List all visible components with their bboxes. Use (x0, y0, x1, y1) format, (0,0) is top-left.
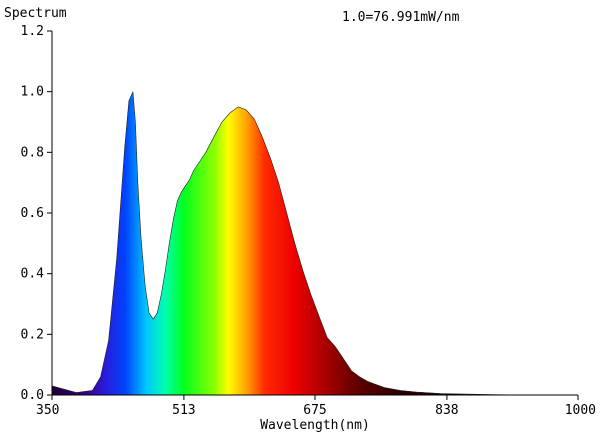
x-tick-label: 838 (435, 403, 458, 418)
y-tick-label: 0.8 (21, 145, 44, 160)
x-axis-label: Wavelength(nm) (260, 418, 370, 433)
x-tick-label: 350 (36, 403, 59, 418)
y-tick-label: 0.4 (21, 267, 45, 282)
plot-area (51, 91, 578, 396)
y-ticks: 0.0 0.2 0.4 0.6 0.8 1.0 1.2 (21, 24, 52, 403)
x-tick-label: 675 (303, 403, 326, 418)
scale-annotation: 1.0=76.991mW/nm (342, 10, 460, 25)
y-tick-label: 1.0 (21, 85, 44, 100)
chart-title: Spectrum (4, 6, 67, 21)
y-tick-label: 0.6 (21, 206, 44, 221)
y-tick-label: 1.2 (21, 24, 44, 39)
x-tick-label: 1000 (565, 403, 596, 418)
x-ticks: 350 513 675 838 1000 (36, 395, 596, 418)
x-tick-label: 513 (172, 403, 195, 418)
y-tick-label: 0.2 (21, 327, 44, 342)
y-tick-label: 0.0 (21, 388, 44, 403)
spectrum-area (51, 91, 578, 396)
